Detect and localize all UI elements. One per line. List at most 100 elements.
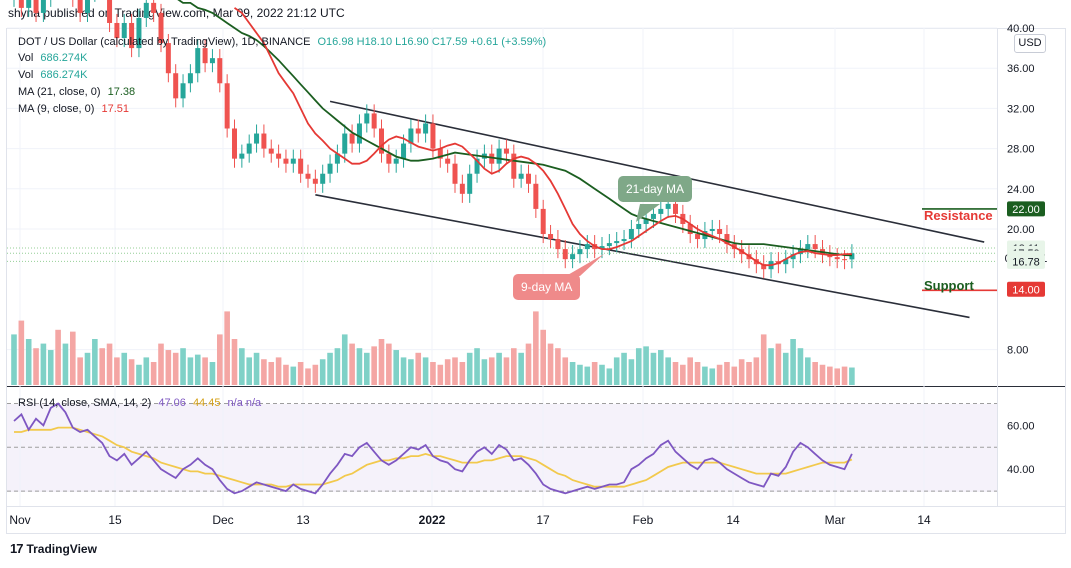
volume-bar	[217, 334, 223, 385]
legend-vol-value: 686.274K	[40, 52, 88, 64]
volume-bar	[731, 366, 738, 385]
volume-bar	[121, 352, 128, 385]
candle-body	[334, 153, 340, 164]
ma9-bubble-pointer	[566, 254, 604, 276]
candle-body	[268, 148, 274, 154]
candle-body	[158, 12, 164, 44]
volume-bar	[341, 334, 348, 385]
candle-body	[650, 213, 656, 219]
currency-button[interactable]: USD	[1014, 34, 1046, 53]
candle-body	[136, 17, 142, 49]
volume-bar	[99, 348, 105, 385]
volume-bar	[621, 352, 627, 385]
candle-body	[364, 113, 370, 124]
volume-bar	[760, 334, 767, 385]
volume-bar	[533, 311, 539, 385]
volume-bar	[84, 352, 91, 385]
volume-bar	[738, 359, 745, 385]
price-tag-label: 14.00	[1012, 284, 1040, 296]
price-tag-box	[1007, 253, 1045, 269]
volume-bar	[525, 343, 532, 385]
volume-bar	[488, 357, 495, 385]
candle-body	[709, 229, 715, 232]
rsi-band	[7, 404, 997, 492]
candle-body	[584, 244, 590, 250]
time-tick-label: 14	[917, 513, 931, 527]
volume-bar	[613, 357, 620, 385]
volume-bar	[187, 357, 194, 385]
volume-bar	[70, 331, 76, 385]
volume-bar	[40, 343, 47, 385]
volume-bar	[452, 357, 458, 385]
candle-body	[555, 239, 561, 250]
candle-body	[842, 259, 848, 261]
volume-bar	[650, 352, 657, 385]
volume-bar	[349, 343, 355, 385]
volume-bar	[702, 366, 708, 385]
ma9-line	[233, 7, 852, 267]
footer-brand-text: TradingView	[26, 541, 97, 556]
legend-vol-row-1: Vol 686.274K	[18, 52, 87, 64]
rsi-tick-label: 60.00	[1007, 420, 1035, 432]
volume-bar	[158, 343, 164, 385]
volume-bar	[239, 348, 245, 385]
volume-bar	[503, 357, 510, 385]
candle-body	[445, 158, 451, 164]
candle-body	[687, 223, 693, 235]
price-tick-label: 40.00	[1007, 23, 1035, 35]
candle-body	[320, 173, 326, 184]
candle-body	[643, 218, 649, 224]
legend-vol-label: Vol	[18, 52, 34, 64]
volume-bar	[18, 320, 25, 385]
footer-brand[interactable]: 17 TradingView	[10, 541, 97, 556]
candle-body	[628, 229, 634, 240]
candle-body	[121, 22, 127, 39]
time-tick-label: 13	[296, 513, 310, 527]
candle-body	[599, 246, 605, 250]
candle-body	[437, 148, 443, 159]
candle-body	[812, 244, 818, 250]
candle-body	[217, 58, 223, 84]
volume-bar	[275, 357, 282, 385]
volume-bar	[606, 368, 613, 385]
volume-bar	[62, 343, 69, 385]
ma21-bubble-pointer	[636, 204, 660, 222]
volume-bar	[591, 362, 598, 385]
time-tick-label: Mar	[825, 513, 846, 527]
candle-body	[224, 83, 230, 129]
volume-bar	[253, 352, 260, 385]
candle-body	[401, 143, 407, 159]
candle-body	[452, 163, 458, 184]
candle-body	[430, 123, 436, 149]
volume-bar	[106, 343, 113, 385]
candle-body	[783, 259, 789, 265]
price-tick-label: 8.00	[1007, 345, 1028, 357]
volume-bar	[136, 364, 142, 385]
volume-bar	[819, 364, 826, 385]
candle-body	[658, 208, 664, 214]
volume-bar	[555, 348, 561, 385]
candle-body	[511, 153, 517, 179]
candle-body	[548, 234, 554, 240]
volume-bar	[716, 364, 723, 385]
legend-ohlc: O16.98 H18.10 L16.90 C17.59 +0.61 (+3.59…	[317, 36, 547, 48]
ma21-bubble: 21-day MA	[618, 176, 693, 202]
candle-body	[577, 249, 583, 255]
volume-bar	[290, 366, 297, 385]
candle-body	[33, 0, 39, 13]
candle-body	[526, 173, 531, 184]
candle-body	[327, 163, 333, 174]
volume-bar	[658, 350, 664, 385]
volume-bar	[47, 350, 54, 385]
candle-body	[386, 153, 392, 164]
volume-bar	[511, 348, 517, 385]
channel-upper-line	[329, 100, 985, 243]
volume-bar	[92, 339, 98, 385]
time-tick-label: Feb	[633, 513, 654, 527]
legend-ma21-row: MA (21, close, 0) 17.38	[18, 86, 135, 98]
candle-body	[202, 48, 208, 64]
candle-body	[371, 113, 377, 129]
candle-body	[298, 158, 304, 174]
volume-bar	[562, 357, 569, 385]
